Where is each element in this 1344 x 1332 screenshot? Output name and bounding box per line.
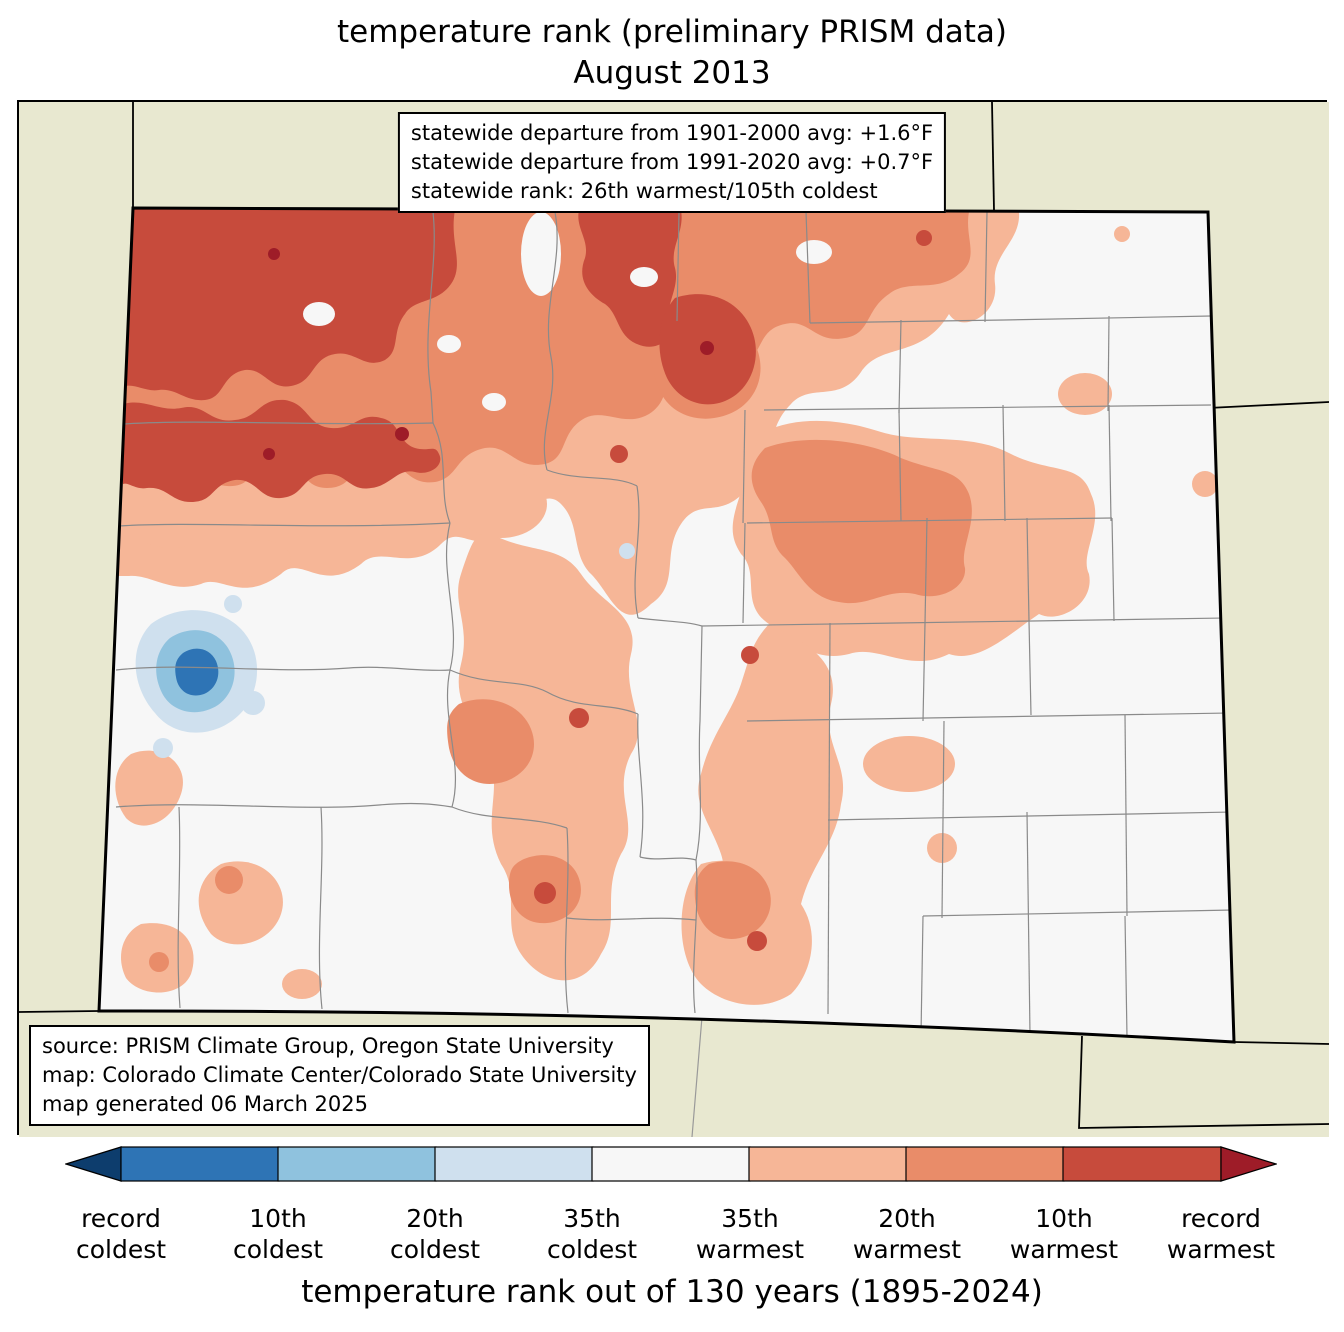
legend-label-35th-warmest: 35th warmest — [695, 1204, 805, 1264]
neighbor-minor-line — [691, 1016, 703, 1137]
source-line-2: map: Colorado Climate Center/Colorado St… — [42, 1063, 637, 1088]
legend-label-20th-warmest: 20th warmest — [852, 1204, 962, 1264]
colorado-map-svg — [19, 102, 1329, 1137]
source-attribution-box: source: PRISM Climate Group, Oregon Stat… — [29, 1025, 650, 1126]
colorbar-segment-neutral — [591, 1146, 751, 1182]
title-line-1: temperature rank (preliminary PRISM data… — [336, 14, 1007, 50]
colorbar-segment-warmest-35 — [748, 1146, 908, 1182]
legend-label-20th-coldest: 20th coldest — [389, 1204, 481, 1264]
colorbar-caption: temperature rank out of 130 years (1895-… — [301, 1274, 1043, 1310]
neighbor-state-borders — [19, 102, 1329, 1129]
title-line-2: August 2013 — [573, 54, 771, 91]
stats-line-1: statewide departure from 1901-2000 avg: … — [410, 121, 934, 145]
colorbar-segment-coldest-10 — [120, 1146, 280, 1182]
neutral-holes — [303, 212, 832, 411]
colorbar-segment-warmest-10 — [1062, 1146, 1222, 1182]
legend-label-10th-warmest: 10th warmest — [1009, 1204, 1119, 1264]
coldest-10-regions — [175, 648, 219, 696]
warmest-10-regions — [123, 208, 932, 951]
statewide-stats-box: statewide departure from 1901-2000 avg: … — [397, 112, 947, 213]
legend-label-10th-coldest: 10th coldest — [232, 1204, 324, 1264]
colorbar-arrow-record-coldest — [63, 1146, 122, 1182]
legend-label-35th-coldest: 35th coldest — [546, 1204, 638, 1264]
source-line-1: source: PRISM Climate Group, Oregon Stat… — [42, 1034, 614, 1059]
legend-label-record-warmest: record warmest — [1166, 1204, 1276, 1264]
map-frame: statewide departure from 1901-2000 avg: … — [17, 100, 1329, 1137]
stats-line-3: statewide rank: 26th warmest/105th colde… — [410, 178, 878, 203]
page-title: temperature rank (preliminary PRISM data… — [0, 12, 1344, 94]
county-boundaries — [115, 211, 1234, 1038]
colorbar-svg — [63, 1146, 1279, 1182]
state-border-outline — [97, 206, 1236, 1044]
stats-line-2: statewide departure from 1991-2020 avg: … — [410, 149, 934, 174]
record-warmest-spots — [263, 248, 714, 460]
colorbar-segment-warmest-20 — [905, 1146, 1065, 1182]
colorbar — [63, 1146, 1279, 1184]
source-line-3: map generated 06 March 2025 — [42, 1092, 369, 1117]
legend-label-record-coldest: record coldest — [75, 1204, 167, 1264]
colorbar-arrow-record-warmest — [1220, 1146, 1279, 1182]
colorbar-segment-coldest-35 — [434, 1146, 594, 1182]
colorbar-segment-coldest-20 — [277, 1146, 437, 1182]
